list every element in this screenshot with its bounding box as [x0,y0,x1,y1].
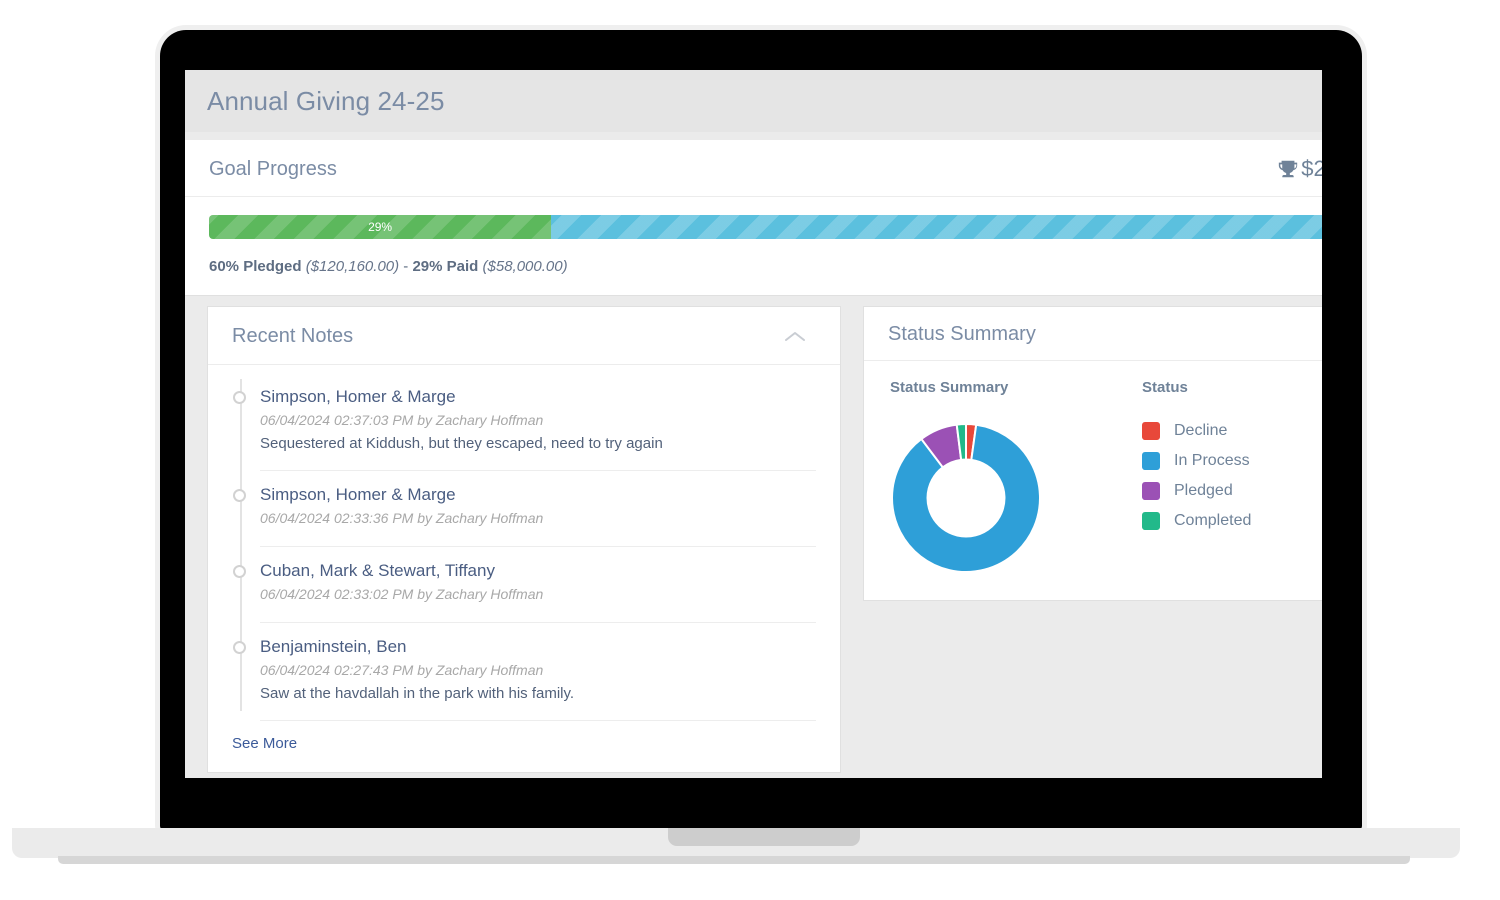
note-meta: 06/04/2024 02:33:02 PM by Zachary Hoffma… [260,586,544,602]
notes-timeline: Simpson, Homer & Marge 06/04/2024 02:37:… [232,373,816,721]
legend-label: Completed [1174,512,1252,529]
laptop-trackpad-notch [668,828,860,846]
note-name[interactable]: Cuban, Mark & Stewart, Tiffany [260,561,495,580]
page-header: Annual Giving 24-25 [185,70,1322,132]
status-donut-chart[interactable] [890,422,1042,574]
progress-bar-paid-segment: 29% [209,215,552,239]
note-name[interactable]: Simpson, Homer & Marge [260,387,456,406]
status-legend: Decline In Process Pledged Completed [1142,422,1322,530]
goal-progress-body: 29% 60% Pledged ($120,160.00) - 29% Paid… [185,197,1322,295]
legend-swatch-icon [1142,452,1160,470]
legend-item-decline[interactable]: Decline [1142,422,1322,440]
laptop-base-lip [58,856,1410,864]
timeline-dot-icon [233,391,246,404]
legend-item-pledged[interactable]: Pledged [1142,482,1322,500]
chart-heading: Status Summary [890,379,1009,396]
note-name[interactable]: Benjaminstein, Ben [260,637,407,656]
legend-swatch-icon [1142,422,1160,440]
legend-heading: Status [1142,379,1188,396]
goal-progress-card: Goal Progress $200,000 29% [185,140,1322,296]
laptop-screen: Annual Giving 24-25 Goal Progress $200,0… [185,70,1322,778]
status-summary-title: Status Summary [888,323,1036,345]
recent-notes-card: Recent Notes Simpson, Homer & Marge [207,306,841,773]
legend-item-completed[interactable]: Completed [1142,512,1322,530]
donut-slice-in-process[interactable] [891,423,1041,573]
recent-notes-title: Recent Notes [232,325,354,347]
note-item[interactable]: Benjaminstein, Ben 06/04/2024 02:27:43 P… [233,623,816,721]
legend-swatch-icon [1142,512,1160,530]
donut-chart-column: Status Summary [890,379,1118,574]
see-more-link[interactable]: See More [232,735,298,752]
legend-label: In Process [1174,452,1250,469]
donut-chart-svg [891,422,1041,573]
goal-amount-value: $200,000 [1301,156,1322,181]
legend-label: Decline [1174,422,1228,439]
recent-notes-header: Recent Notes [208,307,840,365]
page-title: Annual Giving 24-25 [207,85,445,116]
goal-amount: $200,000 [1277,156,1322,182]
dashboard-panels: Recent Notes Simpson, Homer & Marge [185,296,1322,773]
legend-label: Pledged [1174,482,1233,499]
goal-progress-header: Goal Progress $200,000 [185,140,1322,197]
note-name[interactable]: Simpson, Homer & Marge [260,485,456,504]
note-item[interactable]: Cuban, Mark & Stewart, Tiffany 06/04/202… [233,547,816,623]
status-summary-header: Status Summary [864,307,1322,361]
legend-column: Status Decline In Process Pledged Completed [1142,379,1322,574]
timeline-dot-icon [233,641,246,654]
trophy-icon [1277,158,1299,180]
chevron-up-icon[interactable] [774,326,816,347]
note-item[interactable]: Simpson, Homer & Marge 06/04/2024 02:33:… [233,471,816,547]
timeline-dot-icon [233,489,246,502]
goal-progress-title: Goal Progress [209,157,337,180]
pledged-amount: ($120,160.00) [305,258,400,275]
recent-notes-body: Simpson, Homer & Marge 06/04/2024 02:37:… [208,365,840,772]
donut-slice-completed[interactable] [955,422,967,461]
legend-item-in-process[interactable]: In Process [1142,452,1322,470]
note-text: Sequestered at Kiddush, but they escaped… [260,435,663,452]
progress-bar-paid-label: 29% [368,220,393,234]
pledged-percent-label: 60% Pledged [209,258,302,275]
goal-progress-bar: 29% [209,215,1322,239]
caption-separator: - [399,258,413,275]
status-summary-body: Status Summary Status Decline In Process P… [864,361,1322,600]
legend-swatch-icon [1142,482,1160,500]
goal-progress-caption: 60% Pledged ($120,160.00) - 29% Paid ($5… [209,258,1322,275]
paid-percent-label: 29% Paid [412,258,479,275]
progress-bar-pledged-segment [551,215,1322,239]
timeline-dot-icon [233,565,246,578]
note-meta: 06/04/2024 02:37:03 PM by Zachary Hoffma… [260,412,544,428]
note-meta: 06/04/2024 02:33:36 PM by Zachary Hoffma… [260,510,544,526]
paid-amount: ($58,000.00) [482,258,568,275]
note-meta: 06/04/2024 02:27:43 PM by Zachary Hoffma… [260,662,544,678]
note-item[interactable]: Simpson, Homer & Marge 06/04/2024 02:37:… [233,373,816,471]
app-page: Annual Giving 24-25 Goal Progress $200,0… [185,70,1322,778]
note-text: Saw at the havdallah in the park with hi… [260,685,575,702]
status-summary-card: Status Summary Status Summary Status Dec… [863,306,1322,601]
